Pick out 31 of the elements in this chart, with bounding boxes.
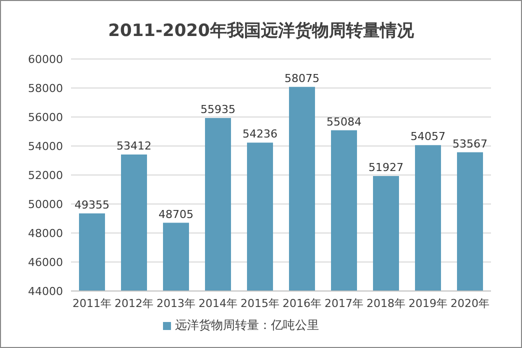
x-tick-label: 2017年	[324, 296, 364, 310]
data-label: 55935	[200, 102, 236, 116]
x-tick-label: 2019年	[408, 296, 448, 310]
data-label: 53567	[452, 137, 488, 150]
x-tick-label: 2012年	[114, 296, 154, 310]
data-label: 55084	[326, 115, 362, 128]
x-tick-label: 2013年	[156, 296, 196, 310]
data-label: 48705	[158, 208, 194, 221]
x-tick-label: 2016年	[282, 296, 322, 310]
chart-title: 2011-2020年我国远洋货物周转量情况	[107, 20, 415, 42]
x-tick-label: 2015年	[240, 296, 280, 310]
x-tick-label: 2011年	[72, 296, 112, 310]
data-label: 54236	[242, 128, 278, 141]
x-tick-label: 2020年	[450, 296, 490, 310]
y-tick-label: 58000	[28, 82, 63, 95]
y-tick-label: 50000	[28, 198, 63, 211]
y-tick-label: 54000	[28, 140, 63, 153]
x-tick-label: 2014年	[198, 296, 238, 310]
y-tick-label: 44000	[28, 284, 63, 298]
y-tick-label: 48000	[28, 226, 63, 240]
y-tick-label: 60000	[28, 52, 63, 66]
legend-label: 远洋货物周转量：亿吨公里	[175, 318, 319, 332]
data-label: 54057	[410, 130, 446, 144]
y-tick-label: 56000	[28, 110, 63, 124]
x-tick-label: 2018年	[366, 296, 406, 310]
data-label: 58075	[284, 72, 320, 85]
y-tick-label: 46000	[28, 256, 63, 269]
data-label: 51927	[368, 161, 404, 174]
data-label: 53412	[116, 140, 152, 153]
y-tick-label: 52000	[28, 168, 63, 182]
data-label: 49355	[74, 198, 110, 212]
